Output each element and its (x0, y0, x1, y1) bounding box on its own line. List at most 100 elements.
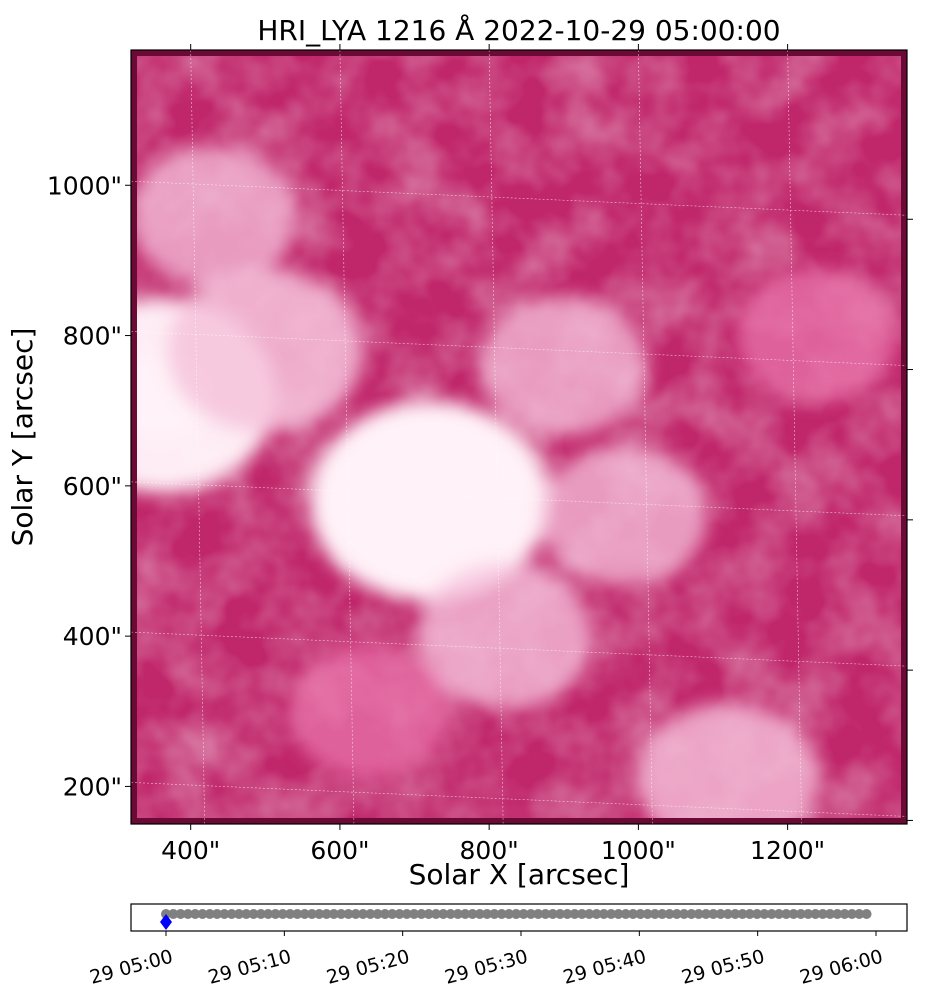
frame-dot-16[interactable] (277, 909, 288, 919)
frame-dot-6[interactable] (204, 909, 215, 919)
frame-dot-12[interactable] (248, 909, 259, 919)
frame-dot-82[interactable] (759, 909, 770, 919)
frame-dot-14[interactable] (263, 909, 274, 919)
frame-dot-58[interactable] (584, 909, 595, 919)
frame-dot-81[interactable] (752, 909, 763, 919)
frame-dot-80[interactable] (744, 909, 755, 919)
frame-dot-74[interactable] (700, 909, 711, 919)
frame-dot-70[interactable] (671, 909, 682, 919)
frame-dot-23[interactable] (328, 909, 339, 919)
frame-dot-71[interactable] (679, 909, 690, 919)
frame-dot-96[interactable] (861, 909, 872, 919)
frame-dot-65[interactable] (635, 909, 646, 919)
frame-dot-44[interactable] (482, 909, 493, 919)
frame-dot-84[interactable] (773, 909, 784, 919)
frame-dot-66[interactable] (642, 909, 653, 919)
frame-dot-29[interactable] (372, 909, 383, 919)
frame-dot-15[interactable] (270, 909, 281, 919)
frame-dot-22[interactable] (321, 909, 332, 919)
frame-dot-51[interactable] (533, 909, 544, 919)
frame-dot-83[interactable] (766, 909, 777, 919)
frame-dot-50[interactable] (525, 909, 536, 919)
frame-dot-32[interactable] (394, 909, 405, 919)
frame-dot-30[interactable] (379, 909, 390, 919)
frame-dot-9[interactable] (226, 909, 237, 919)
frame-dot-13[interactable] (255, 909, 266, 919)
frame-dot-19[interactable] (299, 909, 310, 919)
frame-dot-36[interactable] (423, 909, 434, 919)
frame-dot-26[interactable] (350, 909, 361, 919)
frame-dot-61[interactable] (606, 909, 617, 919)
frame-dot-89[interactable] (810, 909, 821, 919)
frame-dot-68[interactable] (657, 909, 668, 919)
frame-dot-91[interactable] (825, 909, 836, 919)
time-tick-label-6: 29 06:00 (798, 946, 886, 989)
frame-dot-11[interactable] (241, 909, 252, 919)
frame-dot-8[interactable] (219, 909, 230, 919)
frame-dot-45[interactable] (489, 909, 500, 919)
frame-dot-60[interactable] (598, 909, 609, 919)
frame-dot-88[interactable] (803, 909, 814, 919)
frame-dot-49[interactable] (518, 909, 529, 919)
frame-dot-38[interactable] (438, 909, 449, 919)
frame-dot-90[interactable] (817, 909, 828, 919)
frame-dot-4[interactable] (190, 909, 201, 919)
frame-dot-46[interactable] (496, 909, 507, 919)
frame-dot-57[interactable] (576, 909, 587, 919)
frame-dot-24[interactable] (336, 909, 347, 919)
frame-dot-5[interactable] (197, 909, 208, 919)
frame-dot-63[interactable] (620, 909, 631, 919)
frame-dot-93[interactable] (839, 909, 850, 919)
frame-dot-17[interactable] (285, 909, 296, 919)
frame-dot-2[interactable] (175, 909, 186, 919)
frame-dot-10[interactable] (233, 909, 244, 919)
frame-dot-54[interactable] (555, 909, 566, 919)
frame-dot-52[interactable] (540, 909, 551, 919)
frame-dot-64[interactable] (628, 909, 639, 919)
frame-dot-7[interactable] (212, 909, 223, 919)
frame-dot-41[interactable] (460, 909, 471, 919)
frame-dot-78[interactable] (730, 909, 741, 919)
frame-dot-40[interactable] (452, 909, 463, 919)
frame-dot-34[interactable] (409, 909, 420, 919)
frame-dot-94[interactable] (846, 909, 857, 919)
frame-dot-53[interactable] (547, 909, 558, 919)
frame-dot-59[interactable] (591, 909, 602, 919)
frame-dot-28[interactable] (365, 909, 376, 919)
current-frame-marker[interactable] (160, 914, 172, 930)
frame-dot-48[interactable] (511, 909, 522, 919)
frame-dot-92[interactable] (832, 909, 843, 919)
frame-dot-69[interactable] (664, 909, 675, 919)
frame-dot-86[interactable] (788, 909, 799, 919)
frame-dot-25[interactable] (343, 909, 354, 919)
frame-dot-79[interactable] (737, 909, 748, 919)
frame-dot-62[interactable] (613, 909, 624, 919)
frame-dot-47[interactable] (503, 909, 514, 919)
frame-dot-1[interactable] (168, 909, 179, 919)
frame-dot-43[interactable] (474, 909, 485, 919)
frame-dot-3[interactable] (182, 909, 193, 919)
grid-line-y-4 (131, 180, 907, 216)
frame-dot-72[interactable] (686, 909, 697, 919)
frame-dot-55[interactable] (562, 909, 573, 919)
frame-dot-67[interactable] (649, 909, 660, 919)
frame-dot-75[interactable] (708, 909, 719, 919)
frame-dot-76[interactable] (715, 909, 726, 919)
frame-dot-42[interactable] (467, 909, 478, 919)
frame-dot-77[interactable] (722, 909, 733, 919)
frame-dot-56[interactable] (569, 909, 580, 919)
frame-dot-18[interactable] (292, 909, 303, 919)
frame-dot-35[interactable] (416, 909, 427, 919)
frame-dot-31[interactable] (387, 909, 398, 919)
frame-dot-20[interactable] (306, 909, 317, 919)
frame-dot-73[interactable] (693, 909, 704, 919)
frame-dot-33[interactable] (401, 909, 412, 919)
frame-dot-39[interactable] (445, 909, 456, 919)
frame-dot-27[interactable] (358, 909, 369, 919)
frame-dot-85[interactable] (781, 909, 792, 919)
frame-dot-95[interactable] (854, 909, 865, 919)
frame-dot-37[interactable] (430, 909, 441, 919)
frame-dot-87[interactable] (795, 909, 806, 919)
frame-dot-21[interactable] (314, 909, 325, 919)
